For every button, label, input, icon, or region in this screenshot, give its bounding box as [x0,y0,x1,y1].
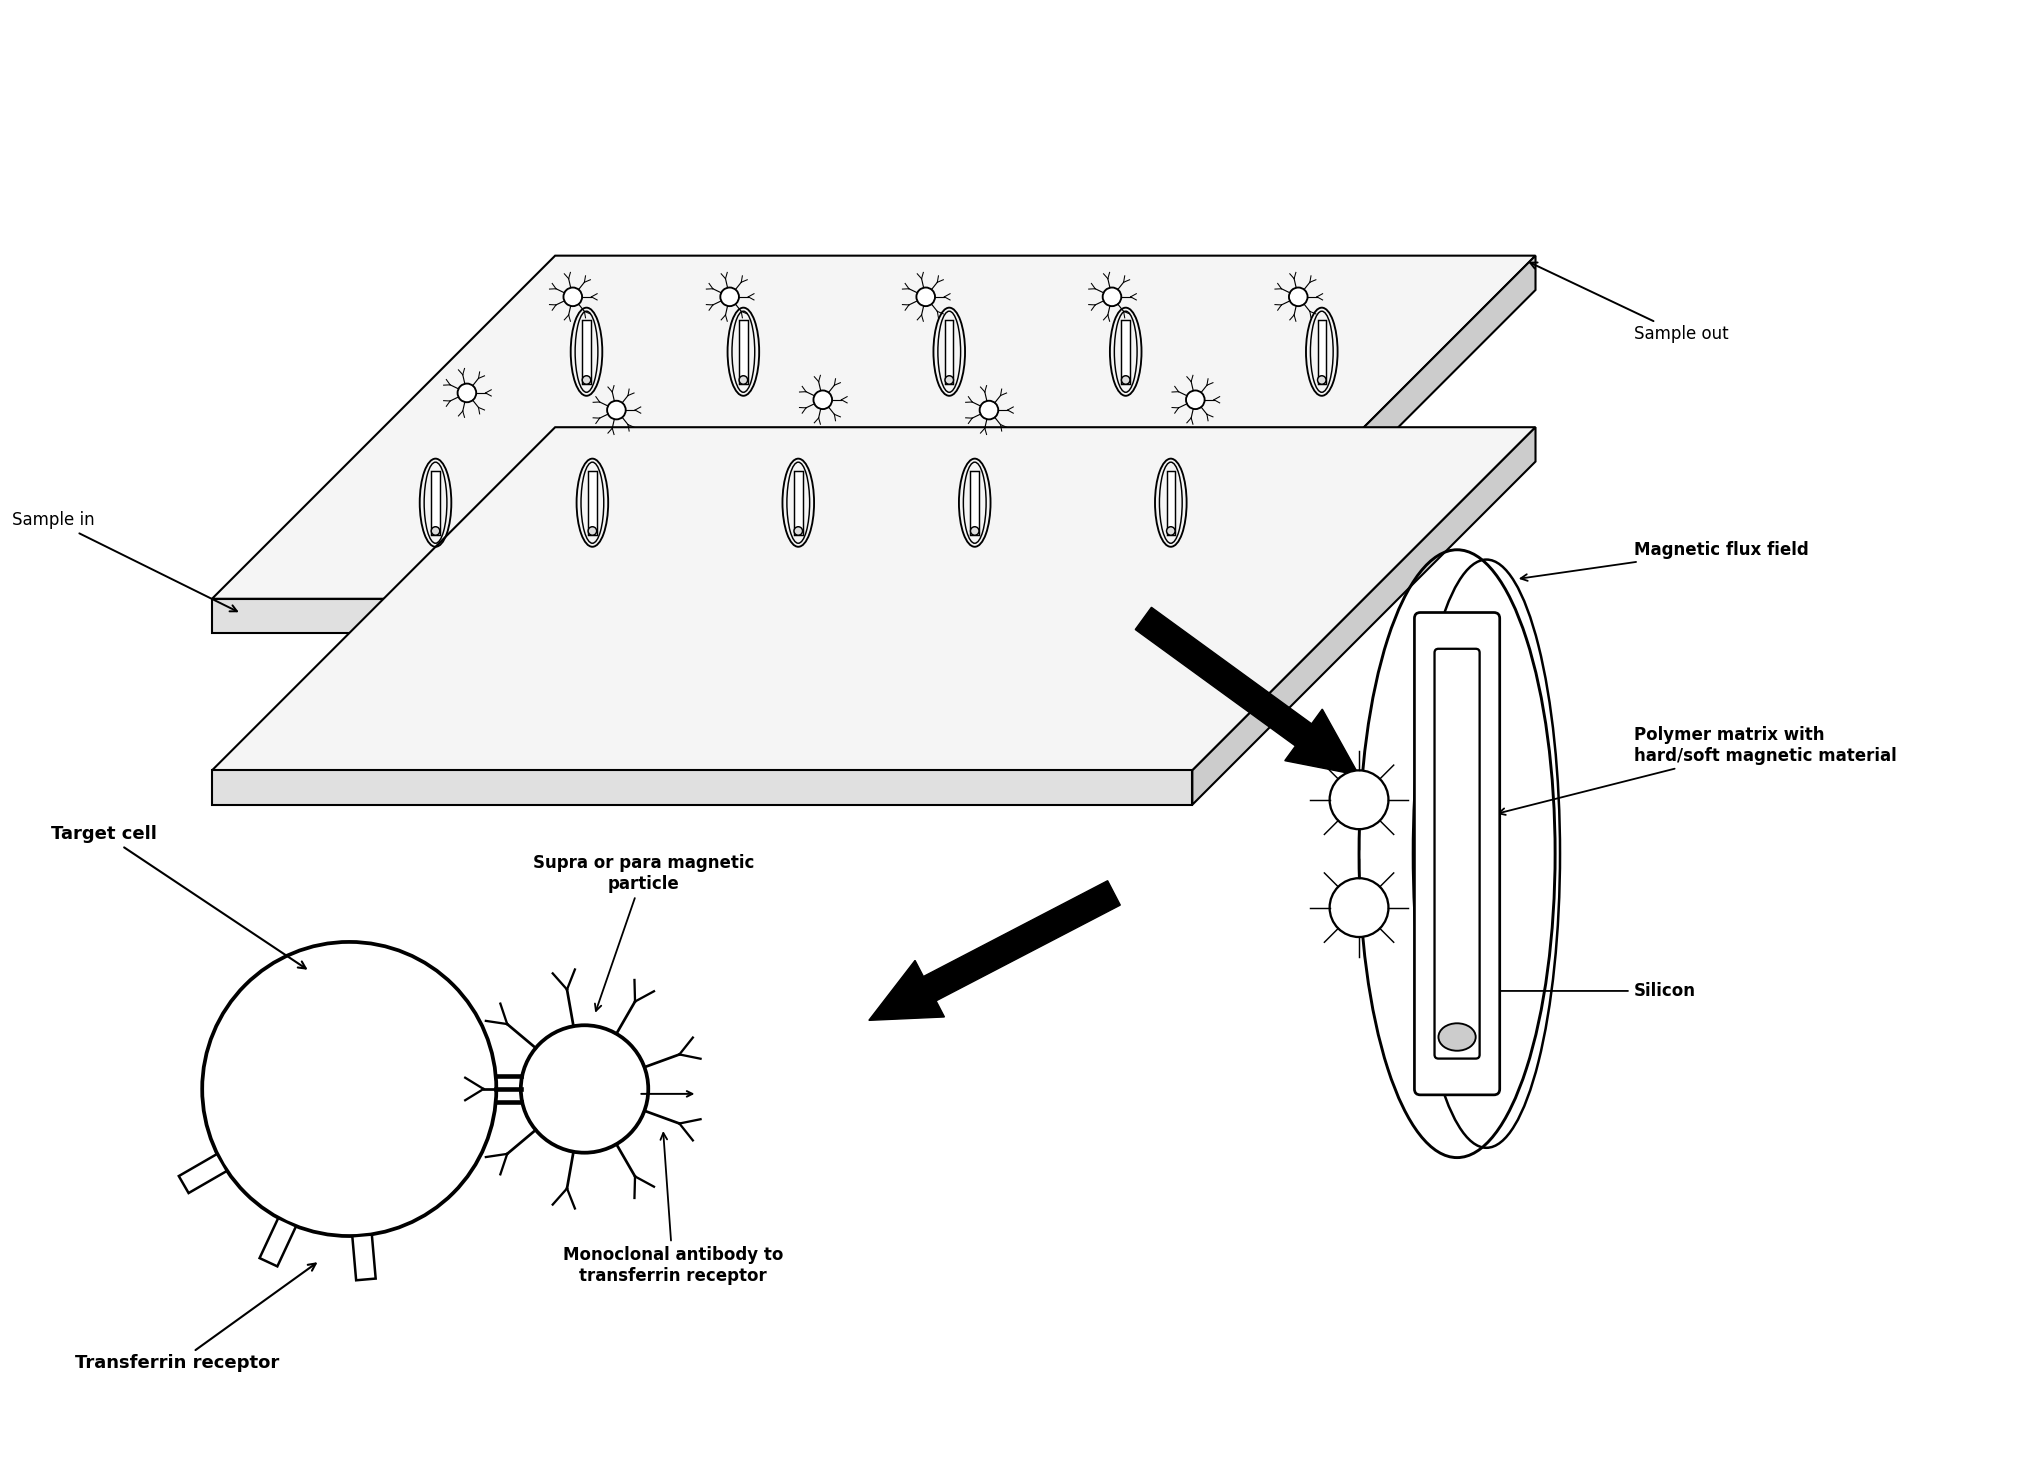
Polygon shape [1121,320,1131,384]
Ellipse shape [583,376,591,384]
Circle shape [916,288,935,306]
Circle shape [1289,288,1307,306]
Ellipse shape [431,527,439,536]
Polygon shape [212,255,1535,599]
Ellipse shape [1167,527,1175,536]
Polygon shape [1192,427,1535,804]
Ellipse shape [589,527,597,536]
Circle shape [202,942,496,1235]
Circle shape [813,391,831,409]
Text: Sample in: Sample in [12,511,237,611]
Polygon shape [583,320,591,384]
Polygon shape [431,471,439,534]
Polygon shape [352,1234,376,1280]
Text: Transferrin receptor: Transferrin receptor [75,1263,316,1373]
Text: Target cell: Target cell [51,825,305,968]
FancyBboxPatch shape [1414,613,1499,1095]
Polygon shape [212,770,1192,804]
Ellipse shape [1317,376,1325,384]
Polygon shape [793,471,803,534]
Polygon shape [589,471,597,534]
Circle shape [1329,878,1388,937]
Ellipse shape [793,527,803,536]
Ellipse shape [971,527,979,536]
Circle shape [1329,770,1388,830]
Text: Sample out: Sample out [1529,263,1728,342]
Ellipse shape [738,376,749,384]
Ellipse shape [1438,1023,1475,1051]
Polygon shape [971,471,979,534]
Circle shape [520,1026,647,1153]
Polygon shape [1167,471,1175,534]
Polygon shape [212,599,1192,633]
Text: Silicon: Silicon [1481,982,1695,999]
Polygon shape [259,1218,295,1266]
Polygon shape [945,320,953,384]
Ellipse shape [945,376,953,384]
Circle shape [457,384,475,403]
Circle shape [564,288,583,306]
Ellipse shape [1121,376,1131,384]
Circle shape [979,401,997,419]
Polygon shape [868,881,1121,1020]
Polygon shape [738,320,749,384]
Text: Monoclonal antibody to
transferrin receptor: Monoclonal antibody to transferrin recep… [562,1134,783,1284]
Polygon shape [1317,320,1325,384]
Text: Polymer matrix with
hard/soft magnetic material: Polymer matrix with hard/soft magnetic m… [1499,726,1896,815]
Polygon shape [1135,607,1359,775]
Polygon shape [212,427,1535,770]
Circle shape [720,288,738,306]
Polygon shape [178,1154,227,1193]
Text: Supra or para magnetic
particle: Supra or para magnetic particle [532,855,755,1011]
Text: Magnetic flux field: Magnetic flux field [1521,540,1809,582]
Circle shape [1103,288,1121,306]
Circle shape [1185,391,1204,409]
Polygon shape [1192,255,1535,633]
FancyBboxPatch shape [1434,649,1479,1058]
Circle shape [607,401,625,419]
